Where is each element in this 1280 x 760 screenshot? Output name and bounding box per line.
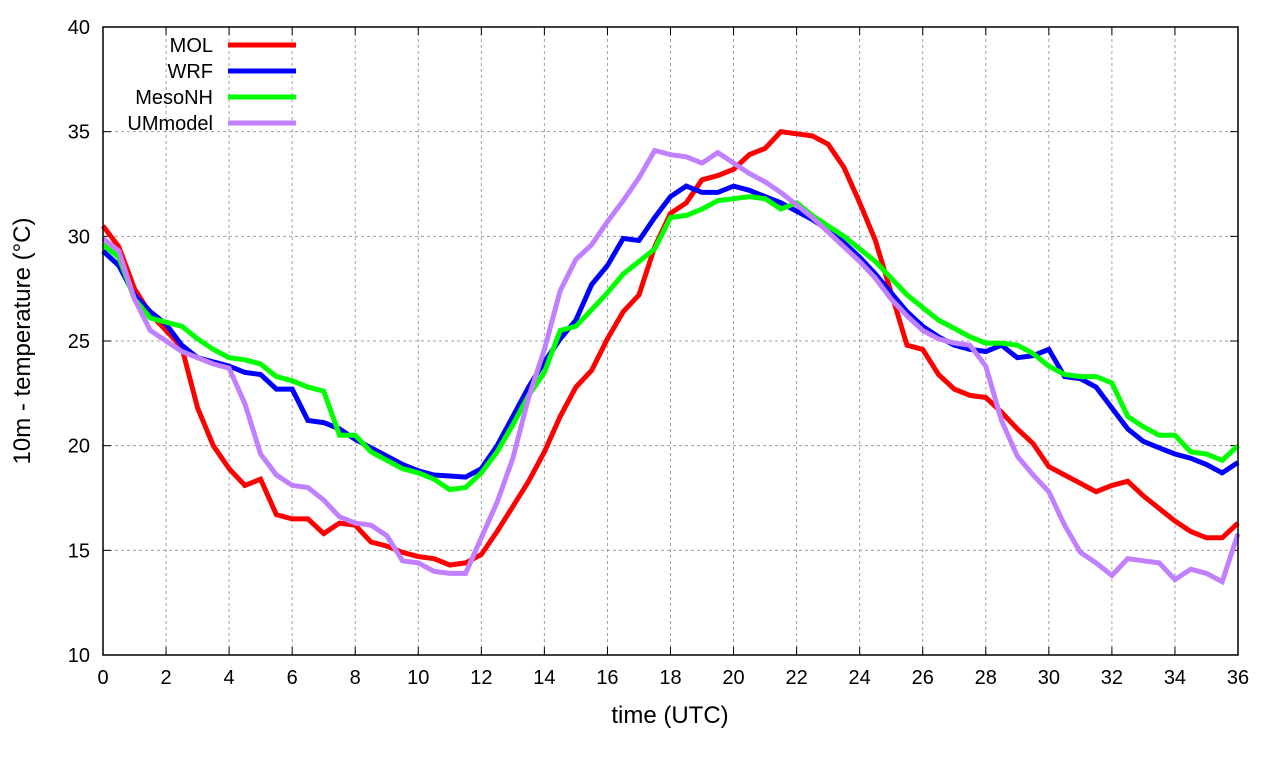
- legend-label: UMmodel: [127, 113, 213, 135]
- x-tick-label: 18: [659, 667, 681, 689]
- y-tick-label: 10: [68, 645, 90, 667]
- series-line-ummodel: [101, 147, 1241, 586]
- y-tick-label: 25: [68, 331, 90, 353]
- x-tick-label: 4: [224, 667, 235, 689]
- x-tick-label: 36: [1227, 667, 1249, 689]
- x-tick-label: 28: [975, 667, 997, 689]
- series-lines: [101, 129, 1241, 586]
- x-tick-label: 16: [596, 667, 618, 689]
- y-tick-label: 30: [68, 226, 90, 248]
- series-line-mol: [101, 129, 1240, 568]
- legend-label: MesoNH: [135, 87, 213, 109]
- y-tick-label: 40: [68, 17, 90, 39]
- series-line-wrf: [101, 183, 1240, 480]
- x-tick-label: 26: [912, 667, 934, 689]
- x-tick-label: 14: [533, 667, 555, 689]
- x-tick-label: 22: [785, 667, 807, 689]
- series-line-mesonh: [101, 194, 1240, 493]
- x-tick-label: 12: [470, 667, 492, 689]
- x-tick-label: 8: [350, 667, 361, 689]
- y-tick-label: 20: [68, 436, 90, 458]
- x-tick-label: 2: [160, 667, 171, 689]
- axis-ticks: 0 2 4 6 8 10 12 14 16 18 20 22 24 26 28 30 32 34 361015202…: [68, 17, 1249, 689]
- plot-border: [102, 26, 1239, 656]
- x-tick-label: 24: [849, 667, 871, 689]
- y-tick-label: 15: [68, 540, 90, 562]
- x-tick-label: 6: [287, 667, 298, 689]
- legend: MOL WRF MesoNH UMmodel: [127, 35, 296, 135]
- x-tick-label: 32: [1101, 667, 1123, 689]
- x-tick-label: 20: [722, 667, 744, 689]
- x-tick-label: 10: [407, 667, 429, 689]
- x-tick-label: 30: [1038, 667, 1060, 689]
- x-axis-label: time (UTC): [611, 702, 728, 729]
- legend-label: MOL: [170, 35, 213, 57]
- y-axis-label: 10m - temperature (°C): [9, 218, 36, 465]
- y-tick-label: 35: [68, 122, 90, 144]
- legend-label: WRF: [167, 61, 213, 83]
- x-tick-label: 34: [1164, 667, 1186, 689]
- x-tick-label: 0: [97, 667, 108, 689]
